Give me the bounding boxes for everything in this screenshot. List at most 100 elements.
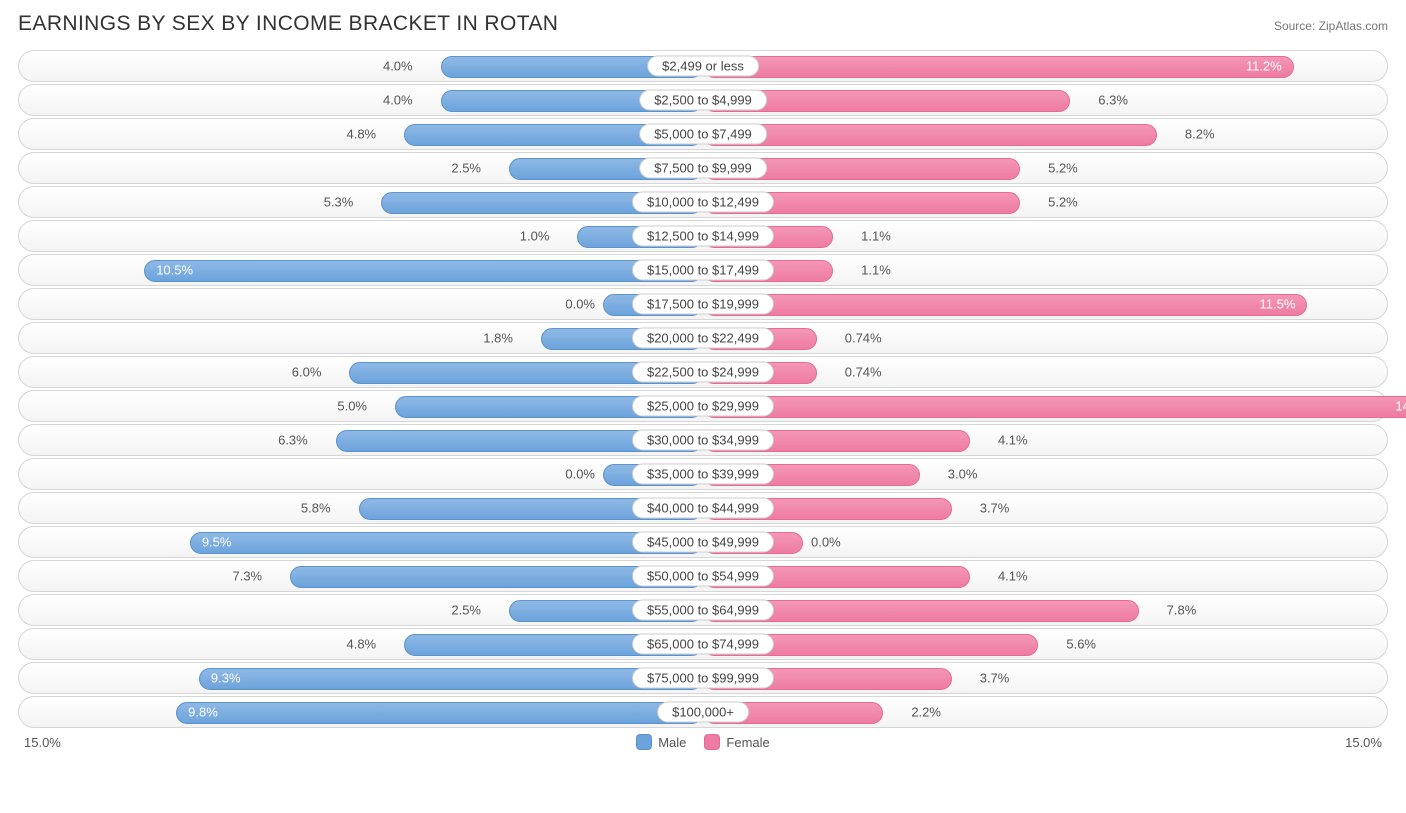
female-value-label: 5.6% bbox=[1066, 637, 1096, 652]
chart-row: 9.8% 2.2% $100,000+ bbox=[18, 696, 1388, 728]
chart-row: 7.3% 4.1% $50,000 to $54,999 bbox=[18, 560, 1388, 592]
legend-female: Female bbox=[704, 734, 769, 750]
female-value-label: 6.3% bbox=[1098, 93, 1128, 108]
chart-row: 5.3% 5.2% $10,000 to $12,499 bbox=[18, 186, 1388, 218]
male-value-label: 0.0% bbox=[565, 297, 595, 312]
bracket-label: $5,000 to $7,499 bbox=[639, 124, 767, 145]
chart-row: 1.0% 1.1% $12,500 to $14,999 bbox=[18, 220, 1388, 252]
chart-title: EARNINGS BY SEX BY INCOME BRACKET IN ROT… bbox=[18, 12, 558, 36]
female-value-label: 0.74% bbox=[845, 331, 882, 346]
male-value-label: 4.8% bbox=[346, 127, 376, 142]
female-value-label: 4.1% bbox=[998, 569, 1028, 584]
male-value-label: 4.0% bbox=[383, 59, 413, 74]
bracket-label: $17,500 to $19,999 bbox=[632, 294, 774, 315]
bracket-label: $22,500 to $24,999 bbox=[632, 362, 774, 383]
chart-row: 4.0%11.2%$2,499 or less bbox=[18, 50, 1388, 82]
chart-row: 2.5% 5.2% $7,500 to $9,999 bbox=[18, 152, 1388, 184]
female-swatch-icon bbox=[704, 734, 720, 750]
bracket-label: $2,500 to $4,999 bbox=[639, 90, 767, 111]
male-value-label: 0.0% bbox=[565, 467, 595, 482]
chart-row: 0.0% 11.5% $17,500 to $19,999 bbox=[18, 288, 1388, 320]
chart-source: Source: ZipAtlas.com bbox=[1274, 19, 1388, 33]
chart-row: 5.8% 3.7% $40,000 to $44,999 bbox=[18, 492, 1388, 524]
female-bar bbox=[703, 396, 1406, 418]
female-value-label: 4.1% bbox=[998, 433, 1028, 448]
chart-footer: 15.0% Male Female 15.0% bbox=[18, 734, 1388, 750]
male-value-label: 4.8% bbox=[346, 637, 376, 652]
chart-row: 0.0% 3.0% $35,000 to $39,999 bbox=[18, 458, 1388, 490]
chart-row: 4.0% 6.3% $2,500 to $4,999 bbox=[18, 84, 1388, 116]
bracket-label: $45,000 to $49,999 bbox=[632, 532, 774, 553]
male-swatch-icon bbox=[636, 734, 652, 750]
chart-row: 10.5% 1.1% $15,000 to $17,499 bbox=[18, 254, 1388, 286]
legend-male: Male bbox=[636, 734, 686, 750]
bracket-label: $55,000 to $64,999 bbox=[632, 600, 774, 621]
bracket-label: $100,000+ bbox=[657, 702, 749, 723]
female-value-label: 5.2% bbox=[1048, 195, 1078, 210]
male-value-label: 5.8% bbox=[301, 501, 331, 516]
male-value-label: 9.5% bbox=[202, 535, 232, 550]
female-value-label: 3.0% bbox=[948, 467, 978, 482]
male-value-label: 10.5% bbox=[156, 263, 193, 278]
male-value-label: 6.3% bbox=[278, 433, 308, 448]
female-value-label: 8.2% bbox=[1185, 127, 1215, 142]
female-value-label: 11.5% bbox=[1259, 297, 1295, 312]
male-bar bbox=[144, 260, 703, 282]
bracket-label: $75,000 to $99,999 bbox=[632, 668, 774, 689]
bracket-label: $10,000 to $12,499 bbox=[632, 192, 774, 213]
bracket-label: $12,500 to $14,999 bbox=[632, 226, 774, 247]
male-value-label: 1.8% bbox=[483, 331, 513, 346]
legend-male-label: Male bbox=[658, 735, 686, 750]
bracket-label: $50,000 to $54,999 bbox=[632, 566, 774, 587]
chart-row: 1.8% 0.74% $20,000 to $22,499 bbox=[18, 322, 1388, 354]
female-value-label: 0.74% bbox=[845, 365, 882, 380]
chart-header: EARNINGS BY SEX BY INCOME BRACKET IN ROT… bbox=[18, 12, 1388, 36]
male-bar bbox=[190, 532, 703, 554]
female-value-label: 14.5% bbox=[1395, 399, 1406, 414]
male-value-label: 9.8% bbox=[188, 705, 218, 720]
female-value-label: 2.2% bbox=[911, 705, 941, 720]
bracket-label: $30,000 to $34,999 bbox=[632, 430, 774, 451]
chart-row: 6.0% 0.74% $22,500 to $24,999 bbox=[18, 356, 1388, 388]
chart-row: 5.0%14.5%$25,000 to $29,999 bbox=[18, 390, 1388, 422]
female-value-label: 3.7% bbox=[980, 501, 1010, 516]
chart-row: 2.5% 7.8% $55,000 to $64,999 bbox=[18, 594, 1388, 626]
female-bar bbox=[703, 124, 1157, 146]
legend: Male Female bbox=[636, 734, 770, 750]
female-value-label: 7.8% bbox=[1167, 603, 1197, 618]
bracket-label: $2,499 or less bbox=[647, 56, 759, 77]
male-bar bbox=[176, 702, 703, 724]
female-value-label: 3.7% bbox=[980, 671, 1010, 686]
male-bar bbox=[199, 668, 703, 690]
bracket-label: $20,000 to $22,499 bbox=[632, 328, 774, 349]
male-value-label: 7.3% bbox=[232, 569, 262, 584]
female-value-label: 1.1% bbox=[861, 263, 891, 278]
diverging-bar-chart: 4.0%11.2%$2,499 or less4.0%6.3%$2,500 to… bbox=[18, 50, 1388, 728]
female-value-label: 1.1% bbox=[861, 229, 891, 244]
chart-row: 9.3% 3.7% $75,000 to $99,999 bbox=[18, 662, 1388, 694]
female-bar bbox=[703, 294, 1307, 316]
legend-female-label: Female bbox=[726, 735, 769, 750]
axis-left-label: 15.0% bbox=[24, 735, 61, 750]
female-value-label: 5.2% bbox=[1048, 161, 1078, 176]
male-value-label: 4.0% bbox=[383, 93, 413, 108]
bracket-label: $7,500 to $9,999 bbox=[639, 158, 767, 179]
male-value-label: 2.5% bbox=[451, 161, 481, 176]
axis-right-label: 15.0% bbox=[1345, 735, 1382, 750]
chart-row: 6.3% 4.1% $30,000 to $34,999 bbox=[18, 424, 1388, 456]
male-value-label: 5.3% bbox=[324, 195, 354, 210]
bracket-label: $15,000 to $17,499 bbox=[632, 260, 774, 281]
bracket-label: $35,000 to $39,999 bbox=[632, 464, 774, 485]
chart-row: 4.8% 8.2% $5,000 to $7,499 bbox=[18, 118, 1388, 150]
male-value-label: 6.0% bbox=[292, 365, 322, 380]
female-value-label: 0.0% bbox=[811, 535, 841, 550]
chart-row: 9.5% 0.0% $45,000 to $49,999 bbox=[18, 526, 1388, 558]
bracket-label: $40,000 to $44,999 bbox=[632, 498, 774, 519]
male-value-label: 1.0% bbox=[520, 229, 550, 244]
female-bar bbox=[703, 56, 1294, 78]
male-value-label: 9.3% bbox=[211, 671, 241, 686]
chart-row: 4.8% 5.6% $65,000 to $74,999 bbox=[18, 628, 1388, 660]
bracket-label: $25,000 to $29,999 bbox=[632, 396, 774, 417]
bracket-label: $65,000 to $74,999 bbox=[632, 634, 774, 655]
male-value-label: 2.5% bbox=[451, 603, 481, 618]
